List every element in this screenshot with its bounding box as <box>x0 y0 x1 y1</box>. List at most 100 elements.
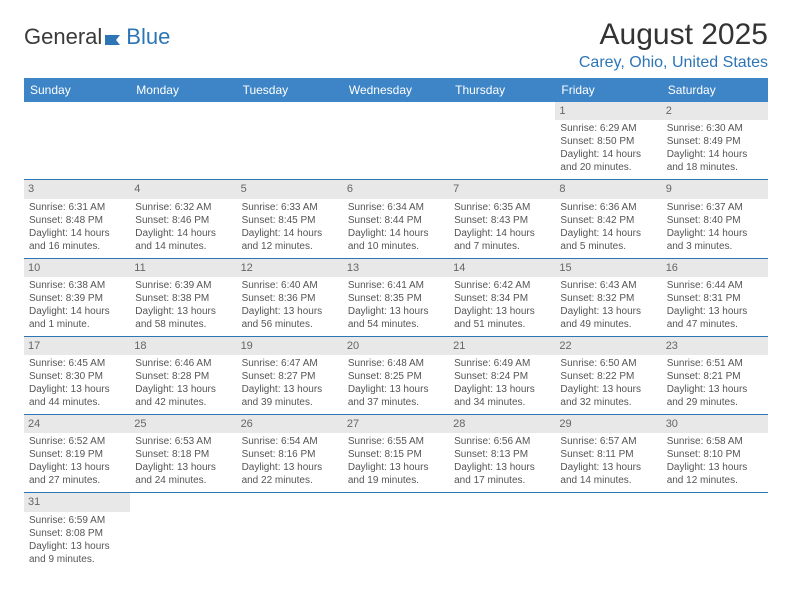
calendar-day-cell: 4Sunrise: 6:32 AMSunset: 8:46 PMDaylight… <box>130 180 236 258</box>
daylight-text: Daylight: 13 hours and 34 minutes. <box>454 383 550 409</box>
sunrise-text: Sunrise: 6:58 AM <box>667 435 763 448</box>
calendar-empty-cell <box>343 493 449 571</box>
sunrise-text: Sunrise: 6:56 AM <box>454 435 550 448</box>
calendar-day-cell: 7Sunrise: 6:35 AMSunset: 8:43 PMDaylight… <box>449 180 555 258</box>
sunset-text: Sunset: 8:50 PM <box>560 135 656 148</box>
daylight-text: Daylight: 13 hours and 47 minutes. <box>667 305 763 331</box>
calendar-day-cell: 30Sunrise: 6:58 AMSunset: 8:10 PMDayligh… <box>662 415 768 493</box>
calendar-day-cell: 1Sunrise: 6:29 AMSunset: 8:50 PMDaylight… <box>555 102 661 180</box>
daylight-text: Daylight: 13 hours and 58 minutes. <box>135 305 231 331</box>
sunset-text: Sunset: 8:11 PM <box>560 448 656 461</box>
sunrise-text: Sunrise: 6:54 AM <box>242 435 338 448</box>
sunset-text: Sunset: 8:36 PM <box>242 292 338 305</box>
calendar-day-cell: 14Sunrise: 6:42 AMSunset: 8:34 PMDayligh… <box>449 258 555 336</box>
sunrise-text: Sunrise: 6:47 AM <box>242 357 338 370</box>
calendar-day-cell: 23Sunrise: 6:51 AMSunset: 8:21 PMDayligh… <box>662 336 768 414</box>
sunset-text: Sunset: 8:44 PM <box>348 214 444 227</box>
calendar-day-cell: 22Sunrise: 6:50 AMSunset: 8:22 PMDayligh… <box>555 336 661 414</box>
daylight-text: Daylight: 13 hours and 42 minutes. <box>135 383 231 409</box>
day-number: 20 <box>343 337 449 355</box>
sunrise-text: Sunrise: 6:35 AM <box>454 201 550 214</box>
calendar-day-cell: 17Sunrise: 6:45 AMSunset: 8:30 PMDayligh… <box>24 336 130 414</box>
calendar-day-cell: 26 Sunrise: 6:54 AMSunset: 8:16 PMDayligh… <box>237 415 343 493</box>
sunset-text: Sunset: 8:10 PM <box>667 448 763 461</box>
sunset-text: Sunset: 8:08 PM <box>29 527 125 540</box>
day-number: 19 <box>237 337 343 355</box>
daylight-text: Daylight: 14 hours and 20 minutes. <box>560 148 656 174</box>
daylight-text: Daylight: 13 hours and 29 minutes. <box>667 383 763 409</box>
calendar-header-cell: Thursday <box>449 78 555 102</box>
calendar-empty-cell <box>449 493 555 571</box>
day-number: 26 <box>237 415 343 433</box>
daylight-text: Daylight: 13 hours and 22 minutes. <box>242 461 338 487</box>
daylight-text: Daylight: 13 hours and 9 minutes. <box>29 540 125 566</box>
sunset-text: Sunset: 8:13 PM <box>454 448 550 461</box>
sunset-text: Sunset: 8:30 PM <box>29 370 125 383</box>
calendar-day-cell: 21Sunrise: 6:49 AMSunset: 8:24 PMDayligh… <box>449 336 555 414</box>
calendar-day-cell: 24Sunrise: 6:52 AMSunset: 8:19 PMDayligh… <box>24 415 130 493</box>
calendar-day-cell: 2Sunrise: 6:30 AMSunset: 8:49 PMDaylight… <box>662 102 768 180</box>
sunset-text: Sunset: 8:39 PM <box>29 292 125 305</box>
sunrise-text: Sunrise: 6:57 AM <box>560 435 656 448</box>
calendar-day-cell: 10Sunrise: 6:38 AMSunset: 8:39 PMDayligh… <box>24 258 130 336</box>
daylight-text: Daylight: 14 hours and 14 minutes. <box>135 227 231 253</box>
daylight-text: Daylight: 14 hours and 16 minutes. <box>29 227 125 253</box>
day-number: 6 <box>343 180 449 198</box>
daylight-text: Daylight: 13 hours and 54 minutes. <box>348 305 444 331</box>
sunrise-text: Sunrise: 6:48 AM <box>348 357 444 370</box>
calendar-empty-cell <box>237 102 343 180</box>
daylight-text: Daylight: 14 hours and 18 minutes. <box>667 148 763 174</box>
calendar-day-cell: 15Sunrise: 6:43 AMSunset: 8:32 PMDayligh… <box>555 258 661 336</box>
sunset-text: Sunset: 8:25 PM <box>348 370 444 383</box>
sunrise-text: Sunrise: 6:38 AM <box>29 279 125 292</box>
calendar-day-cell: 11Sunrise: 6:39 AMSunset: 8:38 PMDayligh… <box>130 258 236 336</box>
sunset-text: Sunset: 8:15 PM <box>348 448 444 461</box>
sunrise-text: Sunrise: 6:32 AM <box>135 201 231 214</box>
daylight-text: Daylight: 14 hours and 5 minutes. <box>560 227 656 253</box>
day-number: 23 <box>662 337 768 355</box>
sunrise-text: Sunrise: 6:45 AM <box>29 357 125 370</box>
daylight-text: Daylight: 13 hours and 14 minutes. <box>560 461 656 487</box>
calendar-day-cell: 28Sunrise: 6:56 AMSunset: 8:13 PMDayligh… <box>449 415 555 493</box>
sunrise-text: Sunrise: 6:29 AM <box>560 122 656 135</box>
sunrise-text: Sunrise: 6:37 AM <box>667 201 763 214</box>
day-number: 30 <box>662 415 768 433</box>
sunrise-text: Sunrise: 6:33 AM <box>242 201 338 214</box>
sunrise-text: Sunrise: 6:46 AM <box>135 357 231 370</box>
calendar-empty-cell <box>24 102 130 180</box>
daylight-text: Daylight: 14 hours and 1 minute. <box>29 305 125 331</box>
sunset-text: Sunset: 8:49 PM <box>667 135 763 148</box>
daylight-text: Daylight: 13 hours and 49 minutes. <box>560 305 656 331</box>
sunset-text: Sunset: 8:38 PM <box>135 292 231 305</box>
calendar-empty-cell <box>555 493 661 571</box>
daylight-text: Daylight: 13 hours and 56 minutes. <box>242 305 338 331</box>
sunrise-text: Sunrise: 6:50 AM <box>560 357 656 370</box>
calendar-day-cell: 13Sunrise: 6:41 AMSunset: 8:35 PMDayligh… <box>343 258 449 336</box>
sunrise-text: Sunrise: 6:55 AM <box>348 435 444 448</box>
sunset-text: Sunset: 8:35 PM <box>348 292 444 305</box>
calendar-header-cell: Tuesday <box>237 78 343 102</box>
sunset-text: Sunset: 8:16 PM <box>242 448 338 461</box>
sunset-text: Sunset: 8:45 PM <box>242 214 338 227</box>
daylight-text: Daylight: 13 hours and 44 minutes. <box>29 383 125 409</box>
calendar-week-row: 24Sunrise: 6:52 AMSunset: 8:19 PMDayligh… <box>24 415 768 493</box>
sunset-text: Sunset: 8:27 PM <box>242 370 338 383</box>
calendar-day-cell: 19Sunrise: 6:47 AMSunset: 8:27 PMDayligh… <box>237 336 343 414</box>
sunset-text: Sunset: 8:48 PM <box>29 214 125 227</box>
calendar-day-cell: 9Sunrise: 6:37 AMSunset: 8:40 PMDaylight… <box>662 180 768 258</box>
sunrise-text: Sunrise: 6:30 AM <box>667 122 763 135</box>
calendar-day-cell: 16Sunrise: 6:44 AMSunset: 8:31 PMDayligh… <box>662 258 768 336</box>
sunset-text: Sunset: 8:21 PM <box>667 370 763 383</box>
sunset-text: Sunset: 8:40 PM <box>667 214 763 227</box>
sunset-text: Sunset: 8:28 PM <box>135 370 231 383</box>
day-number: 22 <box>555 337 661 355</box>
day-number: 7 <box>449 180 555 198</box>
day-number: 31 <box>24 493 130 511</box>
calendar-empty-cell <box>449 102 555 180</box>
calendar-day-cell: 12Sunrise: 6:40 AMSunset: 8:36 PMDayligh… <box>237 258 343 336</box>
calendar-day-cell: 29Sunrise: 6:57 AMSunset: 8:11 PMDayligh… <box>555 415 661 493</box>
day-number: 11 <box>130 259 236 277</box>
calendar-day-cell: 25Sunrise: 6:53 AMSunset: 8:18 PMDayligh… <box>130 415 236 493</box>
sunrise-text: Sunrise: 6:44 AM <box>667 279 763 292</box>
sunrise-text: Sunrise: 6:49 AM <box>454 357 550 370</box>
